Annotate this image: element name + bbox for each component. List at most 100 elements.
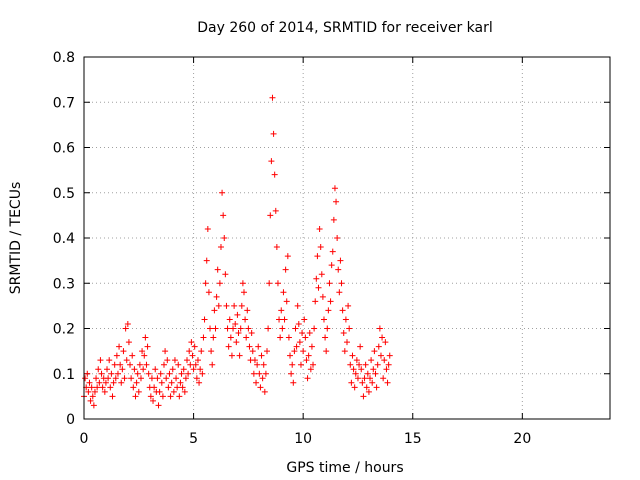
data-point bbox=[236, 352, 243, 359]
data-point bbox=[105, 375, 112, 382]
data-point bbox=[331, 185, 338, 192]
data-point bbox=[359, 379, 366, 386]
data-point bbox=[352, 370, 359, 377]
data-point bbox=[244, 307, 251, 314]
data-point bbox=[264, 348, 271, 355]
data-point bbox=[386, 352, 393, 359]
data-point bbox=[194, 357, 201, 364]
data-point bbox=[222, 271, 229, 278]
data-point bbox=[85, 388, 92, 395]
data-point bbox=[266, 280, 273, 287]
data-point bbox=[168, 379, 175, 386]
data-point bbox=[377, 352, 384, 359]
data-point bbox=[319, 293, 326, 300]
data-point bbox=[233, 339, 240, 346]
data-point bbox=[293, 343, 300, 350]
data-point bbox=[346, 325, 353, 332]
data-series bbox=[81, 94, 393, 409]
data-point bbox=[202, 280, 209, 287]
data-point bbox=[176, 393, 183, 400]
data-point bbox=[170, 388, 177, 395]
data-point bbox=[380, 375, 387, 382]
data-point bbox=[95, 366, 102, 373]
data-point bbox=[350, 366, 357, 373]
data-point bbox=[294, 302, 301, 309]
data-point bbox=[164, 357, 171, 364]
data-point bbox=[90, 402, 97, 409]
data-point bbox=[211, 307, 218, 314]
data-point bbox=[340, 330, 347, 337]
data-point bbox=[274, 280, 281, 287]
data-point bbox=[94, 384, 101, 391]
data-point bbox=[290, 379, 297, 386]
data-point bbox=[148, 375, 155, 382]
data-point bbox=[101, 388, 108, 395]
data-point bbox=[330, 216, 337, 223]
data-point bbox=[181, 388, 188, 395]
data-point bbox=[325, 307, 332, 314]
data-point bbox=[147, 393, 154, 400]
data-point bbox=[207, 325, 214, 332]
data-point bbox=[353, 357, 360, 364]
data-point bbox=[292, 325, 299, 332]
data-point bbox=[106, 357, 113, 364]
data-point bbox=[379, 334, 386, 341]
data-point bbox=[314, 253, 321, 260]
data-point bbox=[137, 375, 144, 382]
data-point bbox=[296, 339, 303, 346]
data-point bbox=[282, 266, 289, 273]
data-point bbox=[235, 330, 242, 337]
data-point bbox=[186, 348, 193, 355]
data-point bbox=[342, 316, 349, 323]
data-point bbox=[242, 316, 249, 323]
data-point bbox=[136, 361, 143, 368]
data-point bbox=[193, 375, 200, 382]
data-point bbox=[371, 348, 378, 355]
data-point bbox=[159, 393, 166, 400]
data-point bbox=[260, 361, 267, 368]
data-point bbox=[300, 348, 307, 355]
data-point bbox=[285, 334, 292, 341]
data-point bbox=[326, 280, 333, 287]
data-point bbox=[279, 325, 286, 332]
data-point bbox=[383, 366, 390, 373]
data-point bbox=[299, 330, 306, 337]
y-tick-label: 0.5 bbox=[53, 186, 75, 202]
data-point bbox=[199, 370, 206, 377]
data-point bbox=[375, 343, 382, 350]
data-point bbox=[155, 402, 162, 409]
data-point bbox=[213, 293, 220, 300]
data-point bbox=[367, 375, 374, 382]
grid bbox=[84, 57, 610, 419]
data-point bbox=[280, 289, 287, 296]
data-point bbox=[306, 330, 313, 337]
data-point bbox=[250, 370, 257, 377]
data-point bbox=[307, 366, 314, 373]
data-point bbox=[110, 379, 117, 386]
data-point bbox=[124, 320, 131, 327]
data-point bbox=[240, 289, 247, 296]
data-point bbox=[362, 361, 369, 368]
data-point bbox=[368, 357, 375, 364]
data-point bbox=[109, 393, 116, 400]
data-point bbox=[178, 370, 185, 377]
data-point bbox=[267, 212, 274, 219]
data-point bbox=[134, 370, 141, 377]
data-point bbox=[220, 212, 227, 219]
data-point bbox=[284, 253, 291, 260]
data-point bbox=[177, 379, 184, 386]
data-point bbox=[335, 266, 342, 273]
data-point bbox=[120, 348, 127, 355]
data-point bbox=[179, 384, 186, 391]
y-tick-label: 0.2 bbox=[53, 322, 75, 338]
data-point bbox=[152, 366, 159, 373]
data-point bbox=[112, 375, 119, 382]
data-point bbox=[313, 275, 320, 282]
data-point bbox=[348, 379, 355, 386]
x-tick-label: 5 bbox=[189, 431, 198, 447]
data-point bbox=[191, 343, 198, 350]
data-point bbox=[212, 325, 219, 332]
data-point bbox=[185, 370, 192, 377]
data-point bbox=[259, 375, 266, 382]
